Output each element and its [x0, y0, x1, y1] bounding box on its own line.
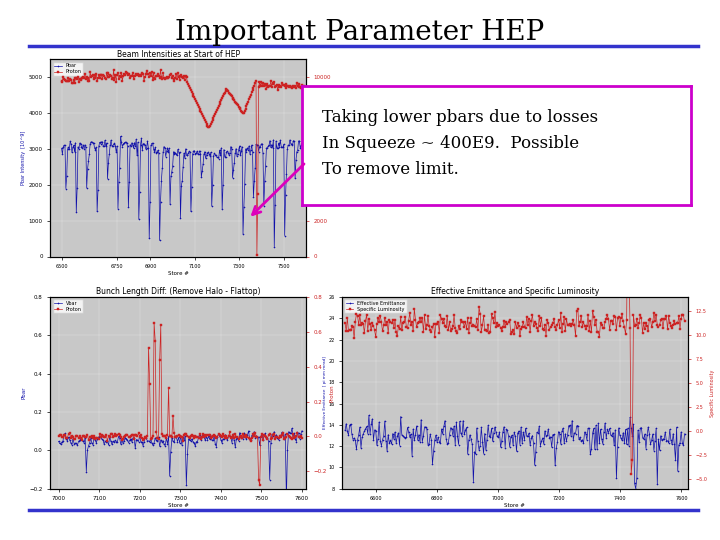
Specific Luminosity: [651, 318, 660, 324]
Specific Luminosity: [627, 471, 636, 477]
Specific Luminosity: [543, 317, 552, 323]
Vbar: [297, 428, 306, 434]
Proton: [297, 435, 306, 442]
Proton: [207, 118, 216, 125]
Proton: [258, 80, 267, 86]
Y-axis label: Pbar Intensity  [10^9]: Pbar Intensity [10^9]: [21, 131, 26, 185]
Specific Luminosity: [341, 320, 349, 327]
Pbar: [270, 244, 279, 250]
Specific Luminosity: [541, 332, 550, 339]
Legend: Vbar, Proton: Vbar, Proton: [53, 300, 83, 313]
Vbar: [121, 434, 130, 441]
Proton: [150, 320, 158, 326]
Specific Luminosity: [629, 312, 638, 318]
Proton: [253, 252, 261, 258]
Proton: [57, 79, 66, 86]
Title: Beam Intensities at Start of HEP: Beam Intensities at Start of HEP: [117, 50, 240, 59]
Proton: [300, 83, 308, 90]
Line: Proton: Proton: [60, 69, 305, 256]
Proton: [54, 433, 63, 440]
Effective Emittance: [342, 421, 351, 427]
Pbar: [259, 202, 268, 209]
Vbar: [282, 496, 291, 502]
Effective Emittance: [543, 432, 552, 438]
Effective Emittance: [651, 437, 660, 444]
Proton: [109, 66, 118, 73]
Legend: Pbar, Proton: Pbar, Proton: [53, 62, 83, 76]
Proton: [121, 433, 130, 439]
Pbar: [57, 145, 66, 151]
Proton: [270, 431, 279, 437]
Y-axis label: Proton: Proton: [330, 384, 335, 402]
Effective Emittance: [680, 430, 689, 437]
Effective Emittance: [364, 412, 373, 418]
Y-axis label: Pbar: Pbar: [22, 387, 27, 399]
X-axis label: Store #: Store #: [168, 271, 189, 275]
Effective Emittance: [544, 426, 553, 432]
Specific Luminosity: [549, 319, 557, 326]
Line: Pbar: Pbar: [60, 135, 305, 248]
Proton: [261, 81, 269, 87]
Effective Emittance: [549, 431, 558, 437]
Vbar: [184, 435, 193, 442]
Specific Luminosity: [342, 327, 351, 334]
Line: Proton: Proton: [58, 322, 303, 486]
Effective Emittance: [631, 485, 640, 492]
Pbar: [174, 150, 183, 156]
Vbar: [54, 438, 63, 444]
Pbar: [116, 133, 125, 139]
Specific Luminosity: [680, 318, 689, 325]
Proton: [185, 435, 194, 441]
Pbar: [196, 151, 204, 157]
Text: Important Parameter HEP: Important Parameter HEP: [176, 19, 544, 46]
Text: Taking lower pbars due to losses
In Squeeze ~ 400E9.  Possible
To remove limit.: Taking lower pbars due to losses In Sque…: [322, 109, 598, 178]
X-axis label: Store #: Store #: [168, 503, 189, 508]
Specific Luminosity: [624, 188, 632, 195]
Proton: [256, 482, 264, 489]
Title: Effective Emittance and Specific Luminosity: Effective Emittance and Specific Luminos…: [431, 287, 599, 296]
Proton: [174, 73, 183, 80]
Y-axis label: Proton Intensity  [10^9]: Proton Intensity [10^9]: [334, 129, 339, 187]
Proton: [274, 434, 283, 441]
Proton: [125, 434, 134, 440]
Title: Bunch Length Diff: (Remove Halo - Flattop): Bunch Length Diff: (Remove Halo - Flatto…: [96, 287, 261, 296]
Proton: [94, 72, 103, 78]
Line: Effective Emittance: Effective Emittance: [343, 414, 686, 490]
Line: Vbar: Vbar: [57, 427, 303, 500]
Vbar: [287, 425, 296, 431]
Line: Specific Luminosity: Specific Luminosity: [344, 191, 685, 475]
Pbar: [94, 143, 103, 149]
Y-axis label: Specific Luminosity: Specific Luminosity: [710, 369, 715, 416]
Vbar: [272, 431, 281, 438]
Vbar: [260, 432, 269, 438]
Pbar: [258, 140, 266, 147]
Y-axis label: Effective Emittance  [ pi mm mrad]: Effective Emittance [ pi mm mrad]: [323, 356, 327, 429]
Vbar: [268, 431, 276, 438]
Pbar: [207, 203, 216, 210]
Vbar: [125, 437, 134, 444]
Legend: Effective Emittance, Specific Luminosity: Effective Emittance, Specific Luminosity: [344, 300, 407, 313]
Effective Emittance: [628, 433, 636, 440]
Proton: [262, 434, 271, 440]
Proton: [196, 107, 204, 114]
Pbar: [300, 143, 308, 150]
X-axis label: Store #: Store #: [505, 503, 525, 508]
Effective Emittance: [341, 427, 349, 434]
